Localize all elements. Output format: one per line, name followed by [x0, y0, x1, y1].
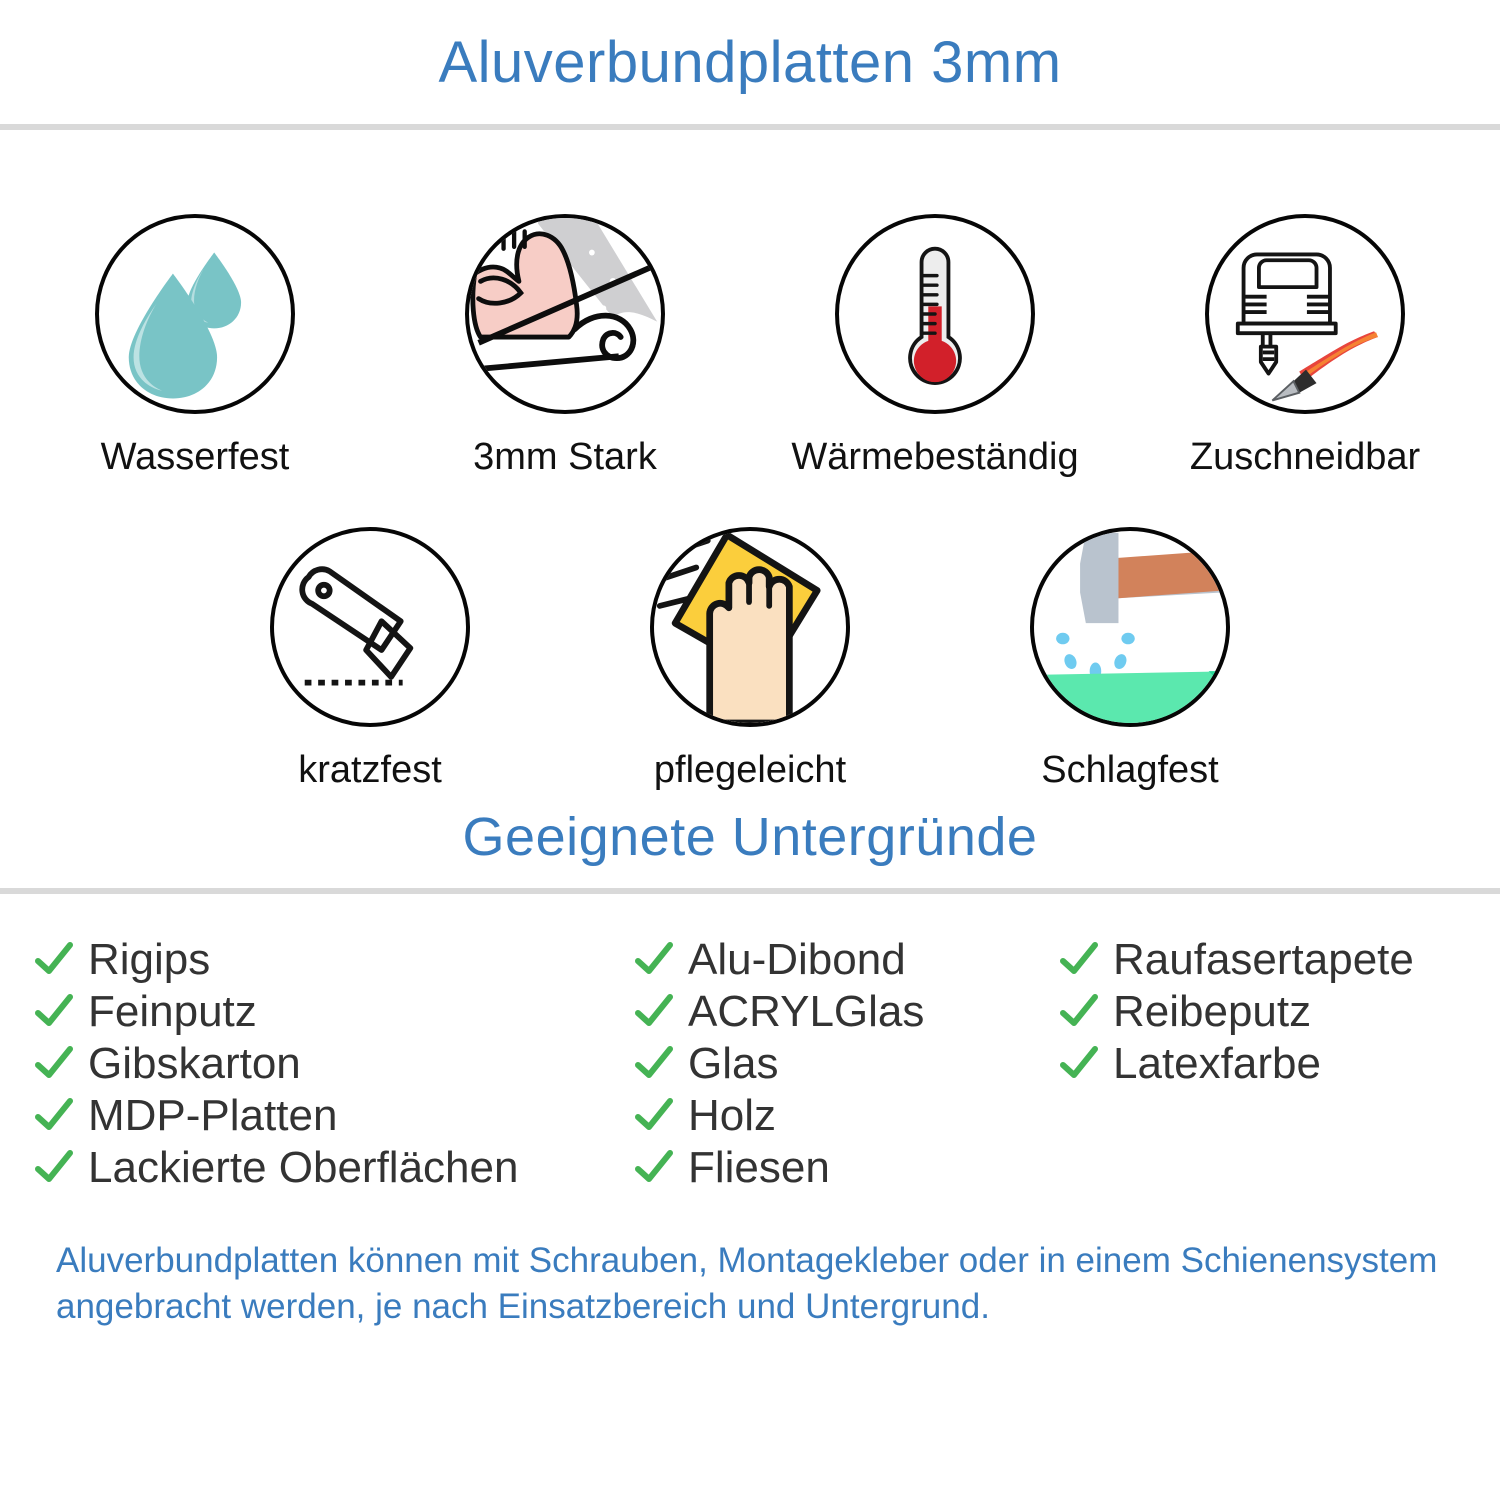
feature-pflegeleicht[interactable]: pflegeleicht: [560, 527, 940, 792]
feature-row-top: Wasserfest 3mm Stark: [0, 214, 1500, 479]
list-item[interactable]: Lackierte Oberflächen: [34, 1142, 634, 1194]
feature-label: Zuschneidbar: [1189, 436, 1421, 478]
substrates-column-1: Rigips Feinputz Gibskarton MDP-Platten L…: [34, 934, 634, 1194]
green-check-icon: [634, 1148, 674, 1188]
list-item[interactable]: MDP-Platten: [34, 1090, 634, 1142]
green-check-icon: [34, 992, 74, 1032]
substrates-list: Rigips Feinputz Gibskarton MDP-Platten L…: [0, 934, 1500, 1194]
list-item[interactable]: Holz: [634, 1090, 1059, 1142]
thermometer-icon: [835, 214, 1035, 414]
list-item-label: Gibskarton: [88, 1039, 301, 1088]
flexed-bicep-icon: [465, 214, 665, 414]
feature-label: Wärmebeständig: [791, 436, 1079, 478]
list-item-label: Reibeputz: [1113, 987, 1312, 1036]
list-item-label: Glas: [688, 1039, 779, 1088]
green-check-icon: [1059, 940, 1099, 980]
green-check-icon: [34, 1148, 74, 1188]
feature-label: Wasserfest: [100, 436, 290, 478]
page-title: Aluverbundplatten 3mm: [438, 30, 1062, 95]
green-check-icon: [34, 1044, 74, 1084]
list-item-label: ACRYLGlas: [688, 987, 925, 1036]
list-item[interactable]: Glas: [634, 1038, 1059, 1090]
feature-label: Schlagfest: [1041, 749, 1219, 791]
hammer-impact-icon: [1030, 527, 1230, 727]
substrates-column-2: Alu-Dibond ACRYLGlas Glas Holz Fliesen: [634, 934, 1059, 1194]
list-item[interactable]: Latexfarbe: [1059, 1038, 1479, 1090]
substrates-column-3: Raufasertapete Reibeputz Latexfarbe: [1059, 934, 1479, 1090]
list-item[interactable]: Feinputz: [34, 986, 634, 1038]
green-check-icon: [1059, 1044, 1099, 1084]
green-check-icon: [634, 940, 674, 980]
list-item[interactable]: Reibeputz: [1059, 986, 1479, 1038]
list-item-label: MDP-Platten: [88, 1091, 338, 1140]
list-item-label: Lackierte Oberflächen: [88, 1143, 519, 1192]
feature-row-bottom: kratzfest pflegeleicht: [0, 527, 1500, 792]
list-item-label: Holz: [688, 1091, 777, 1140]
list-item-label: Rigips: [88, 935, 211, 984]
hand-cloth-icon: [650, 527, 850, 727]
green-check-icon: [1059, 992, 1099, 1032]
cutter-blade-icon: [270, 527, 470, 727]
list-item-label: Alu-Dibond: [688, 935, 906, 984]
list-item-label: Fliesen: [688, 1143, 830, 1192]
feature-zuschneidbar[interactable]: Zuschneidbar: [1120, 214, 1490, 479]
green-check-icon: [634, 992, 674, 1032]
feature-schlagfest[interactable]: Schlagfest: [940, 527, 1320, 792]
list-item[interactable]: Alu-Dibond: [634, 934, 1059, 986]
list-item[interactable]: Gibskarton: [34, 1038, 634, 1090]
list-item[interactable]: Fliesen: [634, 1142, 1059, 1194]
feature-3mm-stark[interactable]: 3mm Stark: [380, 214, 750, 479]
green-check-icon: [634, 1096, 674, 1136]
jigsaw-knife-icon: [1205, 214, 1405, 414]
list-item[interactable]: Rigips: [34, 934, 634, 986]
feature-wasserfest[interactable]: Wasserfest: [10, 214, 380, 479]
feature-waermebestaendig[interactable]: Wärmebeständig: [750, 214, 1120, 479]
list-item[interactable]: Raufasertapete: [1059, 934, 1479, 986]
divider-top: [0, 124, 1500, 130]
list-item-label: Raufasertapete: [1113, 935, 1414, 984]
list-item-label: Latexfarbe: [1113, 1039, 1321, 1088]
green-check-icon: [634, 1044, 674, 1084]
divider-middle: [0, 888, 1500, 894]
footer-note: Aluverbundplatten können mit Schrauben, …: [56, 1241, 1438, 1327]
list-item[interactable]: ACRYLGlas: [634, 986, 1059, 1038]
green-check-icon: [34, 940, 74, 980]
green-check-icon: [34, 1096, 74, 1136]
water-drops-icon: [95, 214, 295, 414]
feature-label: 3mm Stark: [473, 436, 657, 478]
feature-kratzfest[interactable]: kratzfest: [180, 527, 560, 792]
list-item-label: Feinputz: [88, 987, 257, 1036]
substrates-title: Geeignete Untergründe: [462, 807, 1038, 867]
feature-label: kratzfest: [298, 749, 442, 791]
feature-label: pflegeleicht: [653, 749, 847, 791]
